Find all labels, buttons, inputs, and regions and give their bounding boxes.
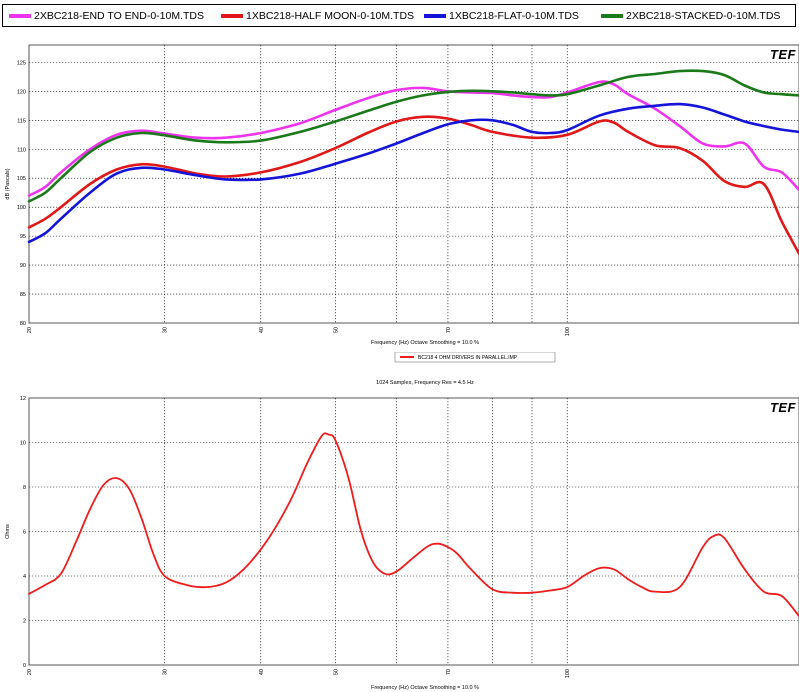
tef-logo: TEF [770,400,797,415]
y-tick-label: 90 [20,263,26,269]
x-tick-label: 50 [333,327,339,333]
y-tick-label: 125 [17,60,26,66]
chart-title: 1024 Samples, Frequency Res = 4.5 Hz [376,380,474,386]
y-tick-label: 8 [23,485,26,491]
series-line-2xbc218-stacked-0-10m-tds [27,69,799,203]
series-line-bc218-4-ohm-drivers-in-parallel-imp [28,432,799,617]
y-tick-label: 12 [20,396,26,402]
legend-swatch [221,14,243,18]
plot-area [28,44,799,324]
tef-logo: TEF [770,47,797,62]
legend-swatch [601,14,623,18]
legend-item-end-to-end: 2XBC218-END TO END-0-10M.TDS [9,8,204,24]
x-tick-label: 30 [163,669,169,675]
y-tick-label: 6 [23,530,26,536]
x-tick-label: 40 [259,669,265,675]
y-tick-label: 4 [23,574,26,580]
legend-label: 1XBC218-HALF MOON-0-10M.TDS [246,10,415,22]
legend-box [394,352,556,363]
legend-label: 2XBC218-END TO END-0-10M.TDS [34,10,204,22]
x-tick-label: 70 [446,669,452,675]
legend-item-half-moon: 1XBC218-HALF MOON-0-10M.TDS [221,8,414,24]
x-axis-label: Frequency (Hz) Octave Smoothing = 10.0 % [371,685,479,691]
x-tick-label: 70 [446,327,452,333]
legend-swatch [424,14,446,18]
x-tick-label: 100 [565,327,571,336]
x-tick-label: 30 [163,327,169,333]
y-tick-label: 10 [20,441,26,447]
y-axis-label: Ohms [5,524,11,539]
y-tick-label: 105 [17,176,26,182]
y-axis-label: dB (Pascals) [5,168,11,199]
chart-legend: 2XBC218-END TO END-0-10M.TDS 1XBC218-HAL… [2,4,796,27]
y-tick-label: 95 [20,234,26,240]
series-line-2xbc218-end-to-end-0-10m-tds [27,80,799,197]
y-tick-label: 100 [17,205,26,211]
spl-frequency-chart: 80 85 90 95 100 105 110 115 120 125 20 30 40 50 70 100 d… [5,44,799,346]
impedance-legend: BC218 4 OHM DRIVERS IN PARALLEL.IMP [394,352,556,363]
y-tick-label: 110 [17,147,26,153]
x-tick-label: 20 [27,327,33,333]
x-tick-label: 50 [333,669,339,675]
x-axis-label: Frequency (Hz) Octave Smoothing = 10.0 % [371,340,479,346]
legend-label: 2XBC218-STACKED-0-10M.TDS [626,10,781,22]
y-tick-label: 120 [17,89,26,95]
legend-item-stacked: 2XBC218-STACKED-0-10M.TDS [601,8,780,24]
impedance-frequency-chart: 0 2 4 6 8 10 12 20 30 40 50 70 100 Ohms Frequency (Hz)… [5,352,799,691]
x-tick-label: 40 [259,327,265,333]
legend-item-flat: 1XBC218-FLAT-0-10M.TDS [424,8,579,24]
y-tick-label: 85 [20,292,26,298]
y-tick-label: 0 [23,663,26,669]
x-tick-label: 100 [565,669,571,678]
legend-swatch [9,14,31,18]
y-tick-label: 115 [17,118,26,124]
legend-label: BC218 4 OHM DRIVERS IN PARALLEL.IMP [418,355,518,361]
x-tick-label: 20 [27,669,33,675]
series-line-1xbc218-half-moon-0-10m-tds [27,115,799,255]
y-tick-label: 80 [20,321,26,327]
y-tick-label: 2 [23,619,26,625]
series-line-1xbc218-flat-0-10m-tds [27,102,799,244]
legend-label: 1XBC218-FLAT-0-10M.TDS [449,10,579,22]
